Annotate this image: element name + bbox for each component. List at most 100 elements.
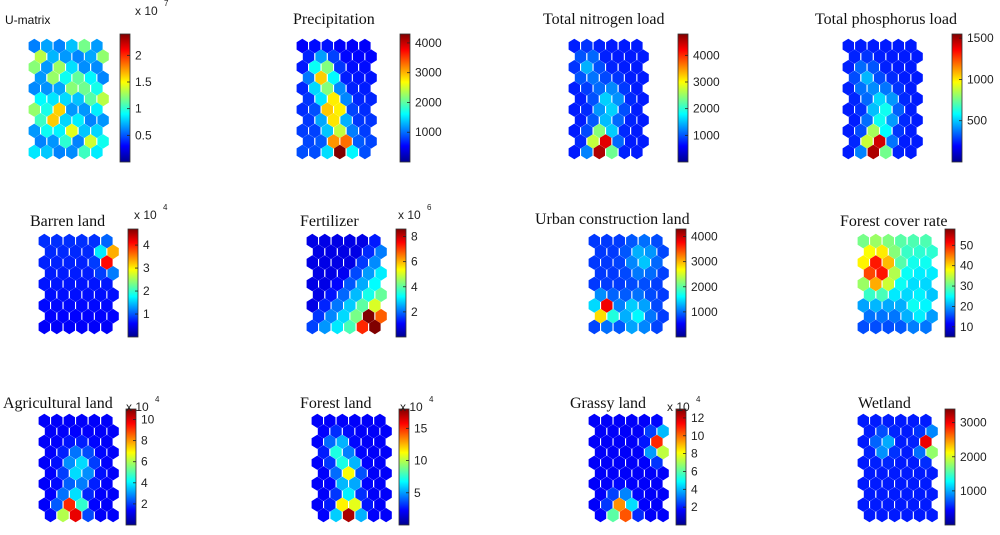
colorbar-tick-label: 2000 (960, 450, 987, 464)
colorbar-frame (119, 33, 131, 163)
map-unit (619, 445, 632, 460)
panel-title: Wetland (858, 395, 911, 412)
map-unit (626, 255, 638, 270)
map-unit (44, 244, 57, 260)
map-unit (632, 308, 644, 324)
map-unit (63, 255, 75, 270)
map-unit (855, 60, 867, 75)
map-unit (84, 70, 97, 85)
map-unit (53, 81, 65, 96)
map-unit (34, 70, 47, 85)
map-unit (870, 476, 882, 491)
map-unit (855, 102, 867, 117)
map-unit (568, 60, 580, 75)
map-unit (296, 123, 308, 138)
map-unit (898, 91, 911, 107)
map-unit (855, 123, 867, 138)
map-unit (349, 434, 361, 449)
colorbar-tick-label: 1 (143, 307, 150, 321)
map-unit (53, 123, 65, 138)
map-unit (362, 244, 375, 260)
map-unit (876, 244, 888, 260)
map-unit (51, 298, 63, 313)
map-unit (618, 102, 630, 117)
map-unit (848, 134, 861, 149)
map-unit (53, 144, 65, 160)
map-unit (644, 244, 657, 260)
map-unit (637, 49, 649, 64)
colorbar-tick-label: 0.5 (135, 128, 152, 142)
map-unit (101, 476, 113, 491)
colorbar (678, 34, 688, 162)
map-unit (594, 445, 607, 460)
colorbar-tick-label: 10 (414, 454, 428, 468)
map-unit (38, 276, 50, 292)
map-unit (861, 70, 873, 85)
colorbar-tick-label: 1000 (415, 125, 442, 139)
panel-title: Agricultural land (3, 395, 113, 412)
colorbar-frame (944, 228, 956, 338)
map-unit (895, 413, 907, 428)
map-unit (895, 255, 907, 270)
map-unit (59, 91, 72, 107)
map-unit (346, 60, 358, 75)
map-unit (374, 497, 386, 512)
map-unit (346, 38, 358, 54)
map-unit (638, 298, 650, 313)
map-unit (324, 413, 336, 428)
map-unit (876, 287, 888, 302)
map-unit (618, 81, 630, 96)
map-unit (367, 466, 380, 481)
map-unit (926, 244, 938, 260)
map-unit (581, 144, 593, 160)
colorbar-multiplier: x 10 (126, 400, 149, 414)
map-unit (337, 287, 350, 302)
map-unit (97, 70, 109, 85)
map-unit (593, 144, 605, 160)
map-unit (618, 38, 630, 54)
map-unit (84, 91, 97, 107)
map-unit (599, 113, 612, 128)
map-unit (312, 244, 325, 260)
map-unit (356, 276, 368, 292)
colorbar-tick-label: 3000 (693, 75, 720, 89)
map-unit (51, 233, 63, 249)
map-unit (619, 424, 632, 439)
map-unit (920, 255, 932, 270)
map-unit (34, 49, 47, 64)
map-unit (69, 466, 82, 481)
map-unit (324, 476, 336, 491)
map-unit (901, 487, 913, 502)
map-unit (842, 38, 854, 54)
colorbar-tick-label: 1000 (691, 305, 718, 319)
map-unit (631, 144, 643, 160)
map-unit (911, 134, 923, 149)
map-unit (926, 308, 938, 324)
map-unit (886, 113, 898, 128)
colorbar-tick-label: 1500 (967, 31, 994, 45)
map-unit (349, 413, 361, 428)
map-unit (63, 434, 75, 449)
map-unit (863, 487, 876, 502)
map-unit (651, 298, 663, 313)
map-unit (601, 497, 613, 512)
map-unit (107, 445, 119, 460)
panel-title: Barren land (30, 213, 105, 230)
map-unit (69, 308, 82, 324)
map-unit (342, 445, 355, 460)
map-unit (638, 319, 650, 335)
map-unit (651, 233, 663, 249)
map-unit (920, 497, 932, 512)
map-unit (63, 413, 75, 428)
map-unit (63, 319, 75, 335)
map-unit (632, 466, 644, 481)
map-unit (870, 413, 882, 428)
map-unit (644, 266, 657, 281)
colorbar-frame (675, 228, 687, 338)
map-unit (309, 102, 321, 117)
map-unit (626, 455, 638, 470)
map-unit (626, 476, 638, 491)
map-unit (612, 70, 624, 85)
map-unit (356, 319, 368, 335)
map-unit (613, 298, 625, 313)
